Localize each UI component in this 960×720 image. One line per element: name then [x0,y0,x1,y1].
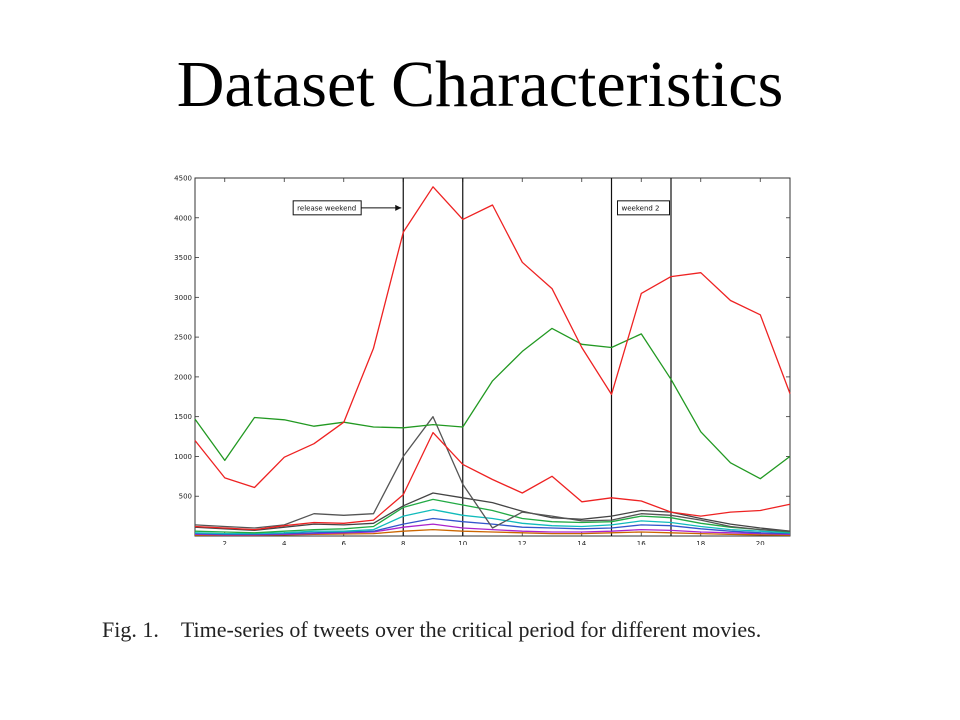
x-tick-label: 6 [342,540,347,545]
figure-caption: Fig. 1. Time-series of tweets over the cr… [102,617,761,643]
series-line [194,186,791,489]
series-line [194,509,791,535]
y-tick-label: 2500 [174,334,192,342]
annotation-arrowhead [395,204,402,211]
x-tick-label: 10 [458,540,467,545]
x-tick-label: 2 [223,540,227,545]
annotation-box [617,200,670,216]
y-tick-label: 4500 [174,175,192,183]
x-tick-label: 14 [577,540,586,545]
annotation-label: release weekend [297,204,356,212]
y-tick-label: 3000 [174,294,192,302]
x-tick-label: 8 [401,540,405,545]
x-tick-label: 12 [518,540,527,545]
y-tick-label: 1500 [174,413,192,421]
y-tick-label: 1000 [174,453,192,461]
x-tick-label: 4 [282,540,287,545]
series-line [194,492,791,532]
series-line [194,517,791,536]
x-tick-label: 18 [696,540,705,545]
y-tick-label: 500 [179,493,192,501]
x-tick-label: 16 [637,540,646,545]
y-tick-label: 2000 [174,373,192,381]
annotation-label: weekend 2 [622,204,660,212]
caption-text: Time-series of tweets over the critical … [180,617,762,642]
x-tick-label: 20 [756,540,765,545]
series-line [194,431,791,531]
series-line [194,327,791,480]
plot-area [194,177,791,537]
slide-title: Dataset Characteristics [176,48,784,121]
series-line [194,416,791,532]
y-tick-label: 4000 [174,214,192,222]
annotation-box [292,200,362,216]
y-tick-label: 3500 [174,254,192,262]
series-line [194,498,791,534]
series-line [194,523,791,536]
line-chart: 500 1000 1500 2000 2500 3000 3500 4000 4500 2 4 6 8 1… [174,175,791,545]
figure-label: Fig. 1. [102,617,159,642]
